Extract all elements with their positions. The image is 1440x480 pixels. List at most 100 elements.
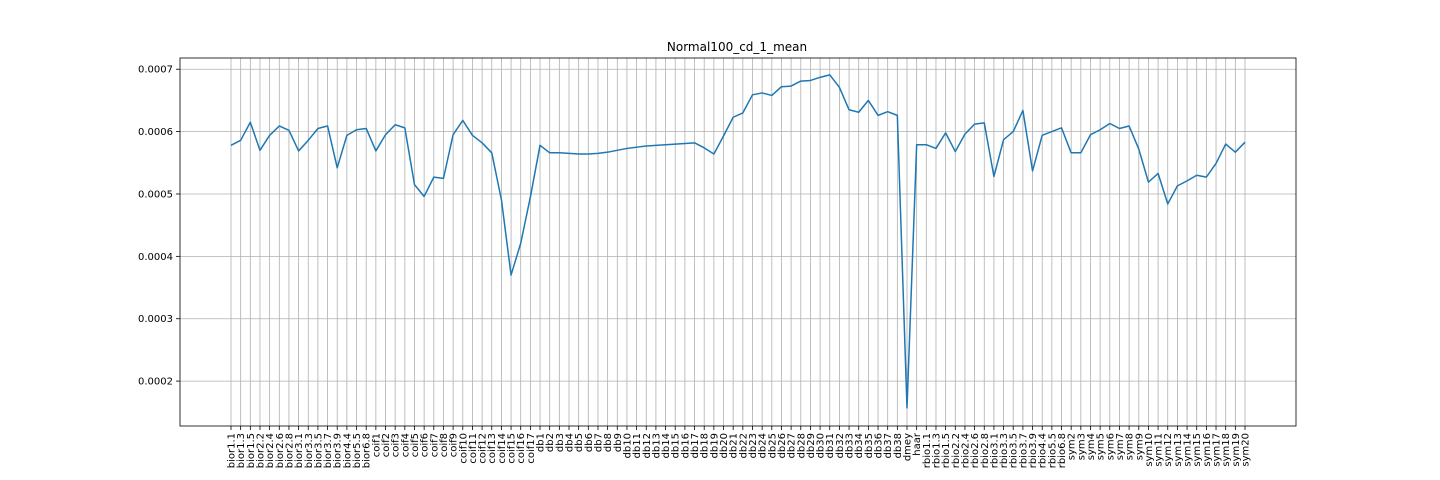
x-tick-label: coif12 (478, 433, 489, 464)
x-tick-label: db37 (883, 433, 894, 458)
x-tick-label: bior4.4 (342, 433, 353, 468)
x-tick-label: db4 (565, 433, 576, 452)
x-tick-label: bior3.5 (313, 433, 324, 468)
x-tick-label: rbio2.8 (980, 433, 991, 468)
x-tick-label: coif2 (381, 433, 392, 457)
x-tick-label: sym13 (1173, 433, 1184, 467)
x-tick-label: db20 (719, 433, 730, 458)
x-tick-label: db31 (825, 433, 836, 458)
x-tick-label: db14 (661, 433, 672, 458)
x-tick-label: sym9 (1134, 433, 1145, 460)
x-tick-label: bior3.1 (294, 433, 305, 468)
x-tick-label: haar (912, 432, 923, 456)
x-tick-label: rbio6.8 (1057, 433, 1068, 468)
x-tick-label: bior1.5 (246, 433, 257, 468)
x-tick-label: coif4 (400, 433, 411, 457)
x-tick-label: rbio2.2 (951, 433, 962, 468)
series-line (230, 74, 1246, 409)
x-tick-label: rbio5.5 (1047, 433, 1058, 468)
x-tick-label: db9 (613, 433, 624, 452)
x-tick-label: coif1 (371, 433, 382, 457)
grid-lines (180, 58, 1296, 426)
x-tick-label: bior5.5 (352, 433, 363, 468)
x-tick-label: db10 (622, 433, 633, 458)
x-tick-label: sym6 (1105, 433, 1116, 460)
x-tick-label: db5 (574, 433, 585, 452)
x-tick-label: db33 (845, 433, 856, 458)
x-tick-label: sym10 (1144, 433, 1155, 467)
x-tick-label: db22 (738, 433, 749, 458)
x-tick-label: sym4 (1086, 433, 1097, 460)
x-tick-label: sym7 (1115, 433, 1126, 460)
x-tick-label: sym12 (1163, 433, 1174, 467)
x-tick-label: sym18 (1221, 433, 1232, 467)
x-tick-label: db13 (651, 433, 662, 458)
x-tick-label: db32 (835, 433, 846, 458)
x-tick-label: db6 (584, 433, 595, 452)
x-tick-label: rbio4.4 (1038, 433, 1049, 468)
x-tick-label: rbio2.6 (970, 433, 981, 468)
x-tick-label: bior1.1 (227, 433, 238, 468)
x-tick-label: db36 (874, 433, 885, 458)
x-tick-label: sym5 (1096, 433, 1107, 460)
x-tick-label: coif16 (516, 433, 527, 464)
x-tick-label: db29 (806, 433, 817, 458)
x-tick-label: db38 (893, 433, 904, 458)
x-tick-label: db26 (777, 433, 788, 458)
x-tick-label: db19 (709, 433, 720, 458)
x-tick-label: coif11 (468, 433, 479, 464)
x-tick-label: bior1.3 (236, 433, 247, 468)
x-tick-label: db24 (758, 433, 769, 458)
y-axis-ticks: 0.0002 0.0003 0.0004 0.0005 0.0006 0.0007 (138, 65, 180, 388)
y-tick-label: 0.0003 (138, 314, 173, 325)
x-tick-label: sym3 (1076, 433, 1087, 460)
x-tick-label: rbio3.5 (1009, 433, 1020, 468)
x-tick-label: db18 (700, 433, 711, 458)
x-tick-label: rbio3.7 (1018, 433, 1029, 468)
x-tick-label: db25 (767, 433, 778, 458)
x-tick-label: sym19 (1231, 433, 1242, 467)
x-tick-label: db17 (690, 433, 701, 458)
x-tick-label: rbio1.5 (941, 433, 952, 468)
x-tick-label: db27 (787, 433, 798, 458)
x-tick-label: sym15 (1192, 433, 1203, 467)
x-tick-label: db34 (854, 433, 865, 458)
x-tick-label: rbio1.1 (922, 433, 933, 468)
x-tick-label: db35 (864, 433, 875, 458)
x-tick-label: db1 (536, 433, 547, 452)
x-axis-ticks: bior1.1bior1.3bior1.5bior2.2bior2.4bior2… (227, 426, 1252, 468)
x-tick-label: db30 (816, 433, 827, 458)
series-layer (230, 74, 1246, 409)
x-tick-label: coif3 (391, 433, 402, 457)
x-tick-label: coif17 (526, 433, 537, 464)
x-tick-label: coif10 (458, 433, 469, 464)
x-tick-label: bior3.3 (304, 433, 315, 468)
x-tick-label: sym17 (1212, 433, 1223, 467)
x-tick-label: coif15 (507, 433, 518, 464)
x-tick-label: db11 (632, 433, 643, 458)
x-tick-label: coif8 (439, 433, 450, 457)
plot-area-frame (179, 57, 1297, 427)
x-tick-label: coif9 (449, 433, 460, 457)
y-tick-label: 0.0002 (138, 377, 173, 388)
x-tick-label: rbio3.9 (1028, 433, 1039, 468)
x-tick-label: coif14 (497, 433, 508, 464)
x-tick-label: db12 (642, 433, 653, 458)
x-tick-label: rbio2.4 (960, 433, 971, 468)
x-tick-label: rbio3.3 (999, 433, 1010, 468)
y-tick-label: 0.0004 (138, 252, 173, 263)
x-tick-label: sym8 (1125, 433, 1136, 460)
x-tick-label: db28 (796, 433, 807, 458)
x-tick-label: sym2 (1067, 433, 1078, 460)
x-tick-label: db21 (729, 433, 740, 458)
x-tick-label: db2 (545, 433, 556, 452)
x-tick-label: sym11 (1154, 433, 1165, 467)
x-tick-label: sym20 (1241, 433, 1252, 467)
x-tick-label: db7 (593, 433, 604, 452)
x-tick-label: bior3.7 (323, 433, 334, 468)
x-tick-label: bior2.8 (284, 433, 295, 468)
x-tick-label: db16 (680, 433, 691, 458)
x-tick-label: rbio3.1 (989, 433, 1000, 468)
chart-title: Normal100_cd_1_mean (667, 40, 807, 54)
